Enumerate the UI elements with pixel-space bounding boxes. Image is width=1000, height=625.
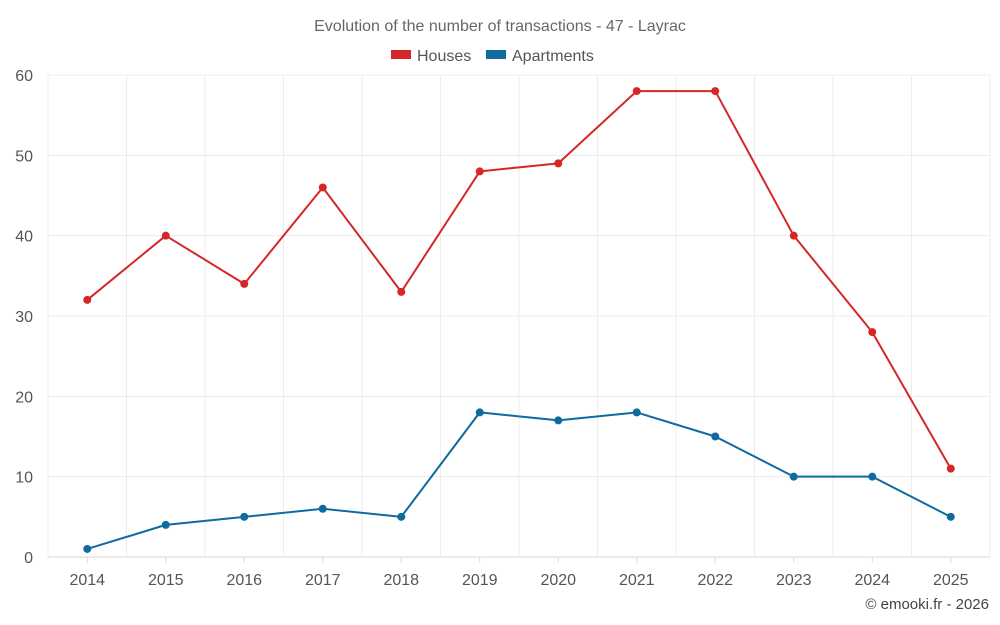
data-point-houses[interactable]	[868, 328, 877, 337]
x-tick-label: 2022	[697, 572, 733, 589]
data-point-houses[interactable]	[946, 464, 955, 473]
legend: Houses Apartments	[391, 48, 594, 65]
data-point-apartments[interactable]	[240, 512, 249, 521]
y-tick-label: 20	[15, 389, 33, 406]
data-point-apartments[interactable]	[554, 416, 563, 425]
series-line-houses	[86, 90, 952, 470]
x-tick-label: 2025	[933, 572, 969, 589]
x-tick-label: 2024	[854, 572, 890, 589]
y-tick-label: 10	[15, 470, 33, 487]
x-tick-label: 2014	[69, 572, 105, 589]
data-point-apartments[interactable]	[161, 520, 170, 529]
data-point-apartments[interactable]	[868, 472, 877, 481]
x-tick-label: 2017	[305, 572, 341, 589]
data-point-houses[interactable]	[83, 295, 92, 304]
chart-title: Evolution of the number of transactions …	[314, 18, 686, 35]
data-point-houses[interactable]	[475, 167, 484, 176]
legend-label-houses: Houses	[417, 48, 471, 65]
y-tick-label: 50	[15, 148, 33, 165]
data-point-houses[interactable]	[240, 279, 249, 288]
x-tick-label: 2015	[148, 572, 184, 589]
y-tick-label: 30	[15, 309, 33, 326]
data-point-apartments[interactable]	[711, 432, 720, 441]
credit-text: © emooki.fr - 2026	[865, 596, 989, 613]
legend-label-apartments: Apartments	[512, 48, 594, 65]
x-tick-label: 2020	[540, 572, 576, 589]
data-point-houses[interactable]	[397, 287, 406, 296]
x-tick-label: 2019	[462, 572, 498, 589]
data-point-houses[interactable]	[632, 87, 641, 96]
y-tick-label: 0	[24, 550, 33, 567]
data-point-apartments[interactable]	[397, 512, 406, 521]
data-point-apartments[interactable]	[83, 544, 92, 553]
series-apartments	[83, 408, 955, 553]
y-tick-label: 40	[15, 229, 33, 246]
y-tick-label: 60	[15, 68, 33, 85]
x-tick-label: 2021	[619, 572, 655, 589]
data-point-houses[interactable]	[318, 183, 327, 192]
x-tick-label: 2018	[383, 572, 419, 589]
data-point-houses[interactable]	[554, 159, 563, 168]
x-axis: 2014 2015 2016 2017 2018 2019 2020 2021 2022 2023…	[69, 557, 969, 589]
plot-area	[83, 87, 955, 553]
data-point-apartments[interactable]	[632, 408, 641, 417]
data-point-apartments[interactable]	[475, 408, 484, 417]
series-line-apartments	[86, 411, 952, 550]
data-point-houses[interactable]	[789, 231, 798, 240]
y-axis: 0 10 20 30 40 50 60	[15, 68, 33, 567]
data-point-houses[interactable]	[161, 231, 170, 240]
legend-swatch-houses	[391, 50, 411, 59]
data-point-apartments[interactable]	[946, 512, 955, 521]
grid	[47, 74, 991, 558]
x-tick-label: 2016	[226, 572, 262, 589]
legend-swatch-apartments	[486, 50, 506, 59]
data-point-houses[interactable]	[711, 87, 720, 96]
series-houses	[83, 87, 955, 473]
data-point-apartments[interactable]	[789, 472, 798, 481]
data-point-apartments[interactable]	[318, 504, 327, 513]
x-tick-label: 2023	[776, 572, 812, 589]
